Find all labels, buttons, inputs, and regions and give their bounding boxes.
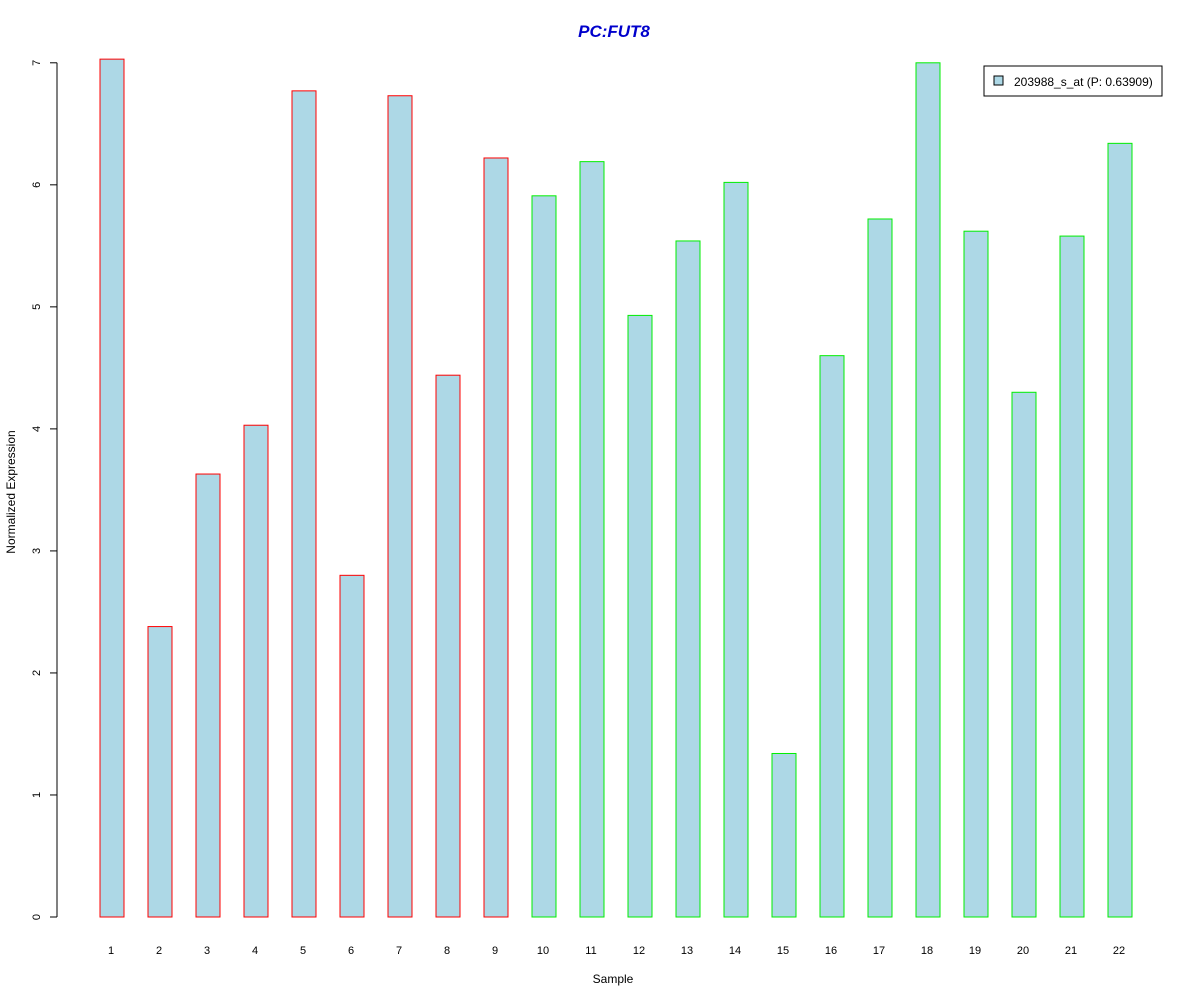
y-tick-label: 6 <box>31 182 43 188</box>
bar-sample-15 <box>771 752 797 918</box>
bar-sample-6 <box>339 574 365 918</box>
bar-sample-14 <box>723 181 749 918</box>
x-tick-label: 17 <box>873 945 885 957</box>
legend-entry: 203988_s_at (P: 0.63909) <box>1014 75 1153 89</box>
y-tick-label: 4 <box>31 426 43 432</box>
x-tick-label: 7 <box>396 945 402 957</box>
bar-sample-20 <box>1011 391 1037 918</box>
y-tick-label: 3 <box>31 548 43 554</box>
bar-sample-2 <box>147 626 173 918</box>
bar-sample-11 <box>579 161 605 918</box>
bar-sample-17 <box>867 218 893 918</box>
bar-sample-19 <box>963 230 989 918</box>
bar-sample-21 <box>1059 235 1085 918</box>
x-tick-label: 11 <box>585 945 596 957</box>
x-tick-label: 21 <box>1065 945 1077 957</box>
x-tick-label: 13 <box>681 945 693 957</box>
x-tick-label: 3 <box>204 945 210 957</box>
bars-group <box>99 58 1133 918</box>
x-tick-label: 15 <box>777 945 789 957</box>
x-tick-label: 12 <box>633 945 645 957</box>
bar-sample-18 <box>915 62 941 918</box>
x-tick-label: 19 <box>969 945 981 957</box>
bar-sample-3 <box>195 473 221 918</box>
x-tick-label: 18 <box>921 945 933 957</box>
x-tick-label: 4 <box>252 945 258 957</box>
bar-sample-8 <box>435 374 461 918</box>
y-tick-label: 2 <box>31 670 43 676</box>
y-axis-label: Normalized Expression <box>4 430 18 553</box>
bar-sample-16 <box>819 355 845 918</box>
y-tick-label: 0 <box>31 914 43 920</box>
bar-sample-22 <box>1107 142 1133 918</box>
bar-sample-1 <box>99 58 125 918</box>
x-tick-label: 20 <box>1017 945 1029 957</box>
x-tick-label: 22 <box>1113 945 1125 957</box>
bar-sample-4 <box>243 424 269 918</box>
bar-sample-13 <box>675 240 701 918</box>
x-tick-label: 14 <box>729 945 741 957</box>
bar-sample-12 <box>627 314 653 918</box>
y-tick-label: 5 <box>31 304 43 310</box>
x-tick-label: 2 <box>156 945 162 957</box>
y-axis: 0 1 2 3 4 5 6 7 <box>31 60 58 920</box>
bar-sample-7 <box>387 95 413 918</box>
x-tick-label: 6 <box>348 945 354 957</box>
legend-box <box>983 65 1163 97</box>
x-tick-label: 1 <box>108 945 114 957</box>
x-tick-label: 5 <box>300 945 306 957</box>
y-tick-label: 7 <box>31 60 43 66</box>
bar-sample-9 <box>483 157 509 918</box>
x-tick-labels: 1 2 3 4 5 6 7 8 9 10 11 12 13 14 15 16 17 18 19 20 21 22 <box>108 945 1125 957</box>
bar-sample-10 <box>531 195 557 918</box>
legend-swatch <box>993 75 1004 86</box>
x-tick-label: 9 <box>492 945 498 957</box>
bar-sample-5 <box>291 90 317 918</box>
x-tick-label: 8 <box>444 945 450 957</box>
legend: 203988_s_at (P: 0.63909) <box>983 65 1163 97</box>
x-tick-label: 16 <box>825 945 837 957</box>
y-tick-label: 1 <box>31 792 43 798</box>
x-tick-label: 10 <box>537 945 549 957</box>
x-axis-label: Sample <box>593 972 634 986</box>
chart-title: PC:FUT8 <box>578 22 650 41</box>
